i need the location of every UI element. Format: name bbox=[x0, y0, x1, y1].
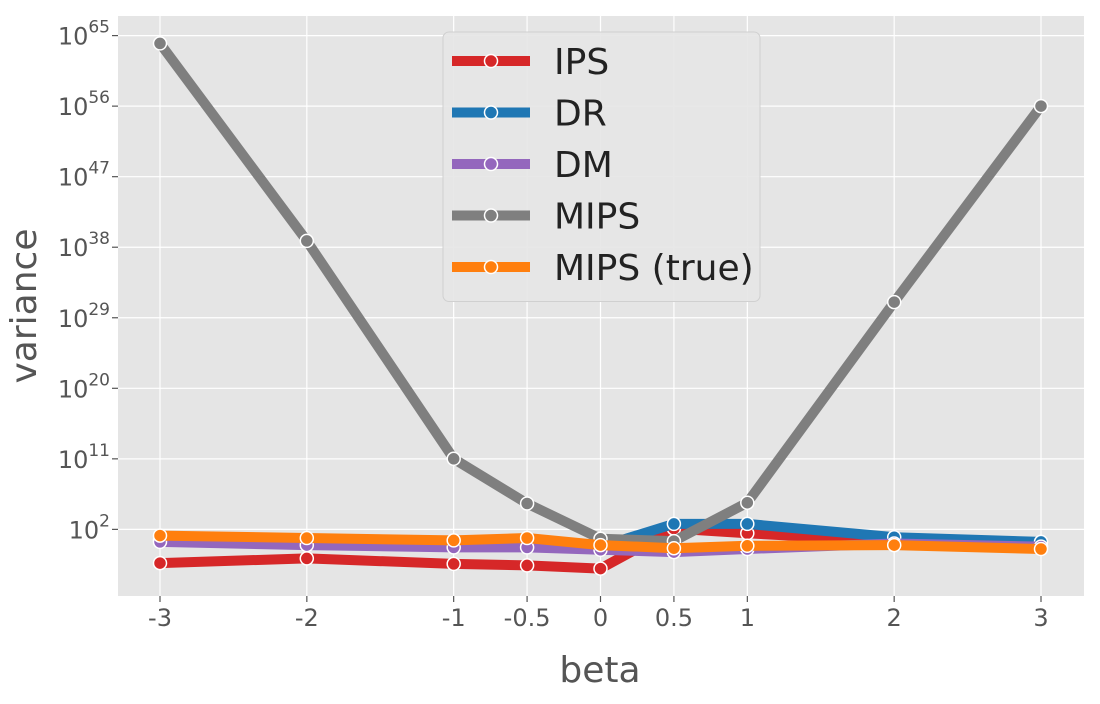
x-tick-label: 2 bbox=[887, 604, 902, 632]
legend-swatch-marker bbox=[483, 259, 499, 275]
data-point-ips bbox=[519, 558, 535, 573]
x-axis-ticks: -3 -2 -1 -0.5 0 0.5 1 2 3 bbox=[148, 596, 1049, 632]
data-point-ips bbox=[152, 555, 168, 571]
data-point-dr bbox=[666, 516, 682, 532]
legend-label: MIPS (true) bbox=[554, 248, 754, 289]
data-point-mips-true bbox=[1033, 541, 1049, 557]
data-point-mips-true bbox=[593, 537, 608, 553]
data-point-mips-true bbox=[519, 530, 535, 546]
x-tick-label: 0 bbox=[593, 604, 608, 632]
legend-box bbox=[442, 31, 761, 302]
legend-swatch-marker bbox=[483, 53, 499, 69]
data-point-mips-true bbox=[446, 533, 461, 548]
x-tick-label: 1 bbox=[740, 604, 755, 632]
legend-label: DR bbox=[554, 94, 607, 135]
data-point-ips bbox=[299, 551, 315, 566]
x-tick-label: 0.5 bbox=[655, 604, 693, 632]
y-axis-ticks: 102 1011 1020 1029 1038 1047 1056 1065 bbox=[58, 18, 118, 544]
data-point-mips-true bbox=[886, 537, 902, 553]
y-tick-label: 1065 bbox=[58, 18, 110, 51]
y-axis-title: variance bbox=[4, 229, 45, 384]
y-tick-label: 102 bbox=[69, 511, 110, 544]
data-point-mips bbox=[152, 36, 168, 51]
data-point-mips-true bbox=[666, 540, 682, 556]
y-tick-label: 1029 bbox=[58, 300, 110, 333]
legend: IPS DR DM MIPS MIPS (true) bbox=[442, 31, 761, 302]
y-tick-label: 1038 bbox=[58, 229, 110, 262]
data-point-mips bbox=[1033, 98, 1049, 114]
data-point-mips bbox=[519, 496, 535, 511]
legend-swatch-marker bbox=[483, 156, 499, 172]
data-point-dr bbox=[740, 516, 755, 532]
x-tick-label: -1 bbox=[442, 604, 466, 632]
y-tick-label: 1047 bbox=[58, 159, 110, 192]
x-tick-label: -0.5 bbox=[504, 604, 551, 632]
data-point-ips bbox=[593, 561, 608, 576]
legend-label: DM bbox=[554, 145, 613, 186]
legend-label: IPS bbox=[554, 42, 609, 83]
x-tick-label: -2 bbox=[295, 604, 319, 632]
y-tick-label: 1056 bbox=[58, 88, 110, 121]
series-lines bbox=[152, 36, 1049, 576]
x-axis-title: beta bbox=[559, 650, 640, 691]
x-tick-label: -3 bbox=[148, 604, 172, 632]
legend-label: MIPS bbox=[554, 197, 640, 238]
data-point-mips-true bbox=[152, 528, 168, 543]
data-point-mips bbox=[446, 451, 461, 467]
data-point-mips-true bbox=[299, 530, 315, 546]
y-tick-label: 1011 bbox=[58, 441, 110, 474]
legend-swatch-marker bbox=[483, 105, 499, 120]
data-point-mips bbox=[299, 233, 315, 249]
x-tick-label: 3 bbox=[1033, 604, 1048, 632]
data-point-ips bbox=[446, 556, 461, 572]
data-point-mips-true bbox=[740, 538, 755, 554]
data-point-mips bbox=[740, 495, 755, 510]
legend-swatch-marker bbox=[483, 208, 499, 223]
data-point-mips bbox=[886, 294, 902, 310]
y-tick-label: 1020 bbox=[58, 370, 110, 403]
